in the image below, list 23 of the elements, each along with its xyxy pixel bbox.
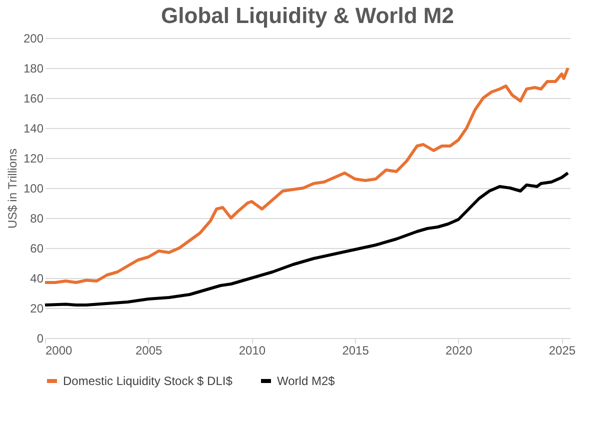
x-tick-label: 2010 [238, 344, 266, 358]
y-tick-label: 120 [23, 152, 44, 166]
y-tick-label: 160 [23, 92, 44, 106]
chart-title: Global Liquidity & World M2 [161, 3, 454, 28]
y-tick-label: 60 [30, 242, 44, 256]
x-tick-label: 2005 [135, 344, 163, 358]
y-tick-label: 0 [36, 332, 44, 346]
y-tick-label: 20 [30, 302, 44, 316]
y-tick-label: 140 [23, 122, 44, 136]
line-series [44, 66, 570, 284]
y-axis-title: US$ in Trillions [5, 148, 20, 229]
y-tick-label: 200 [23, 32, 44, 46]
legend-label: World M2$ [277, 374, 336, 388]
y-tick-label: 100 [23, 182, 44, 196]
x-tick-label: 2020 [446, 344, 473, 358]
y-tick-label: 80 [30, 212, 44, 226]
line-series [44, 172, 570, 306]
legend-label: Domestic Liquidity Stock $ DLI$ [63, 374, 233, 388]
x-tick-label: 2025 [548, 344, 576, 358]
x-tick-label: 2015 [342, 344, 370, 358]
y-tick-label: 40 [30, 272, 44, 286]
y-tick-label: 180 [23, 62, 44, 76]
x-tick-label: 2000 [46, 344, 73, 358]
